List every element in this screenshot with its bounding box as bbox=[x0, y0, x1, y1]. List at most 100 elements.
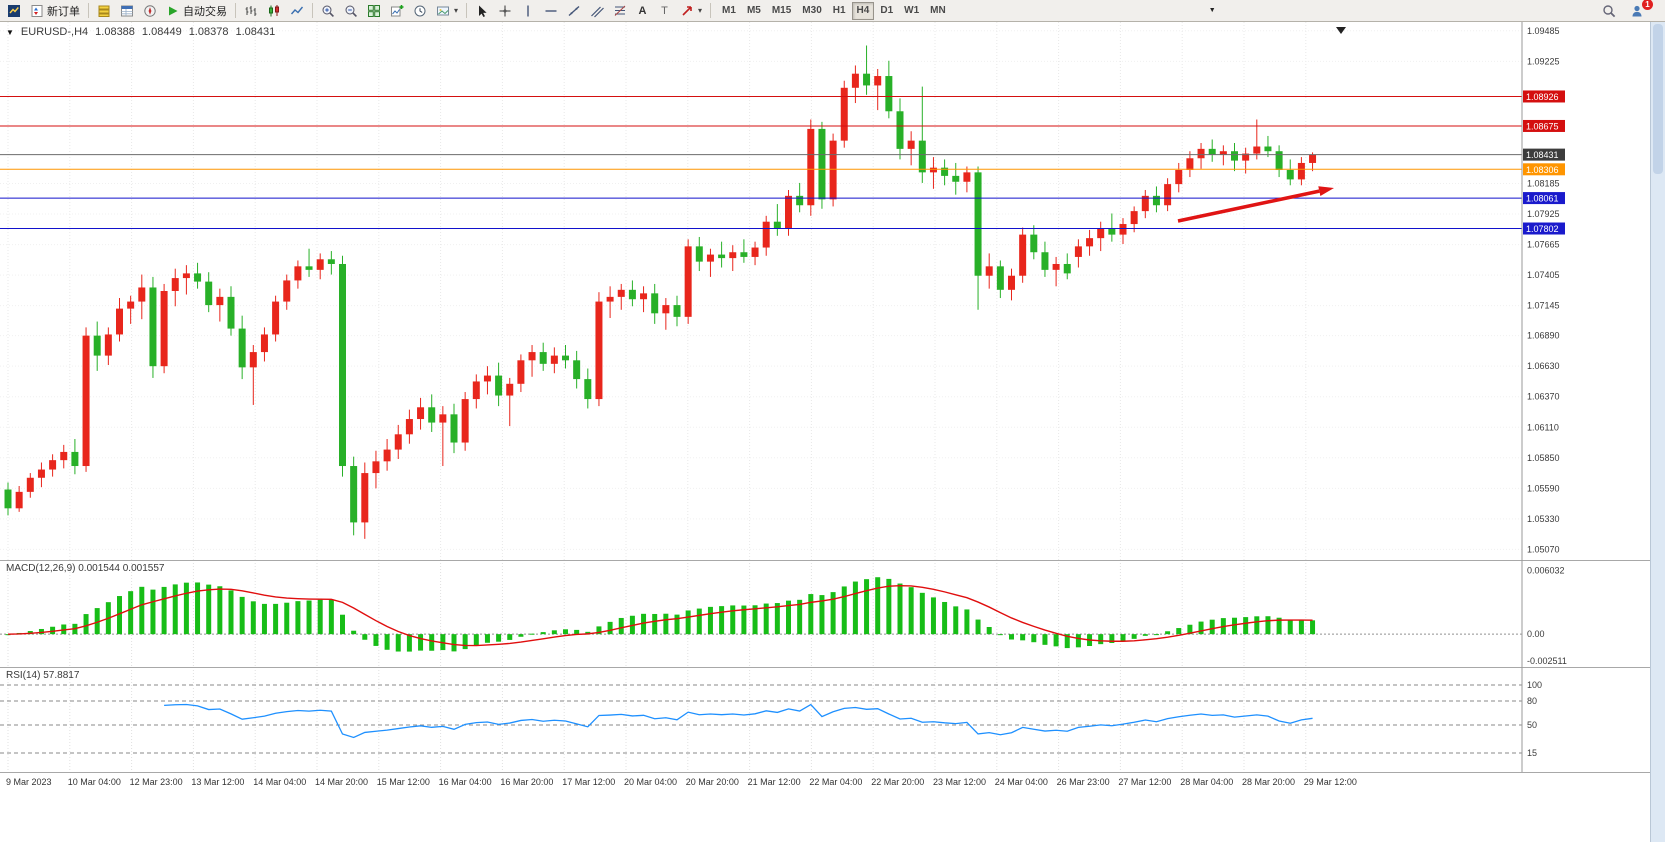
horizontal-line-tool-button[interactable] bbox=[540, 1, 562, 20]
macd-histogram-bar bbox=[1187, 624, 1193, 635]
search-button[interactable] bbox=[1598, 1, 1620, 20]
chart-shift-marker-icon[interactable] bbox=[1336, 27, 1346, 34]
timeframe-button-d1[interactable]: D1 bbox=[875, 2, 898, 20]
vertical-line-tool-button[interactable] bbox=[517, 1, 539, 20]
candle-body bbox=[595, 301, 603, 400]
candle-body bbox=[929, 167, 937, 173]
rsi-panel[interactable]: 100 80 50 15 bbox=[0, 667, 1650, 772]
candlestick bbox=[918, 86, 926, 183]
fibonacci-tool-button[interactable] bbox=[609, 1, 631, 20]
candle-body bbox=[818, 128, 826, 200]
timeframe-button-h1[interactable]: H1 bbox=[828, 2, 851, 20]
macd-panel[interactable]: 0.006032 0.00 -0.002511 bbox=[0, 560, 1650, 667]
candle-body bbox=[550, 355, 558, 364]
timeframe-button-m15[interactable]: M15 bbox=[767, 2, 796, 20]
trendline-tool-button[interactable] bbox=[563, 1, 585, 20]
candle-body bbox=[461, 399, 469, 443]
candlestick bbox=[82, 327, 90, 472]
timeframe-button-m30[interactable]: M30 bbox=[797, 2, 826, 20]
candlestick bbox=[60, 444, 68, 469]
macd-histogram-bar bbox=[652, 613, 658, 635]
candle-body bbox=[829, 140, 837, 200]
candlestick bbox=[1019, 227, 1027, 283]
arrows-tool-button[interactable]: ▾ bbox=[676, 1, 706, 20]
candle-body bbox=[171, 278, 179, 291]
trend-arrow-head[interactable] bbox=[1318, 186, 1334, 196]
candlestick bbox=[651, 283, 659, 324]
zoom-out-button[interactable] bbox=[340, 1, 362, 20]
time-axis[interactable]: 9 Mar 2023 10 Mar 04:00 12 Mar 23:00 13 Mar… bbox=[0, 772, 1650, 794]
candlestick bbox=[160, 283, 168, 374]
time-axis-label: 14 Mar 04:00 bbox=[253, 777, 307, 787]
macd-histogram-bar bbox=[596, 626, 602, 635]
candlestick bbox=[662, 298, 670, 330]
market-watch-button[interactable] bbox=[116, 1, 138, 20]
candlestick bbox=[974, 166, 982, 310]
candle-body bbox=[93, 335, 101, 356]
trend-arrow[interactable] bbox=[1177, 189, 1320, 223]
timeframe-button-m1[interactable]: M1 bbox=[717, 2, 741, 20]
candle-body bbox=[751, 247, 759, 257]
macd-histogram-bar bbox=[1265, 616, 1271, 635]
candle-body bbox=[127, 301, 135, 309]
period-clock-button[interactable] bbox=[409, 1, 431, 20]
candlestick bbox=[383, 439, 391, 471]
candlestick bbox=[93, 321, 101, 371]
candlestick bbox=[372, 450, 380, 489]
charts-stack-button[interactable] bbox=[93, 1, 115, 20]
timeframe-button-w1[interactable]: W1 bbox=[899, 2, 924, 20]
account-button[interactable]: 1 bbox=[1626, 0, 1653, 20]
candle-body bbox=[194, 273, 202, 282]
macd-histogram-bar bbox=[663, 613, 669, 635]
line-chart-mode-button[interactable] bbox=[286, 1, 308, 20]
label-tool-button[interactable]: T bbox=[654, 1, 675, 20]
new-chart-button[interactable] bbox=[386, 1, 408, 20]
macd-histogram-bar bbox=[618, 617, 624, 635]
new-order-button[interactable]: 新订单 bbox=[26, 1, 84, 20]
toolbar-overflow-caret[interactable]: ▼ bbox=[1202, 1, 1223, 20]
chartshot-button[interactable]: ▾ bbox=[432, 1, 462, 20]
macd-histogram-bar bbox=[384, 634, 390, 650]
candlestick-icon bbox=[269, 4, 279, 16]
charts-stack-icon bbox=[98, 5, 110, 17]
price-tag-label: 1.08431 bbox=[1526, 150, 1559, 160]
macd-histogram-bar bbox=[284, 602, 290, 635]
auto-trading-button[interactable]: 自动交易 bbox=[162, 1, 231, 20]
candlestick bbox=[483, 366, 491, 395]
candlestick bbox=[628, 280, 636, 307]
scrollbar-thumb[interactable] bbox=[1653, 24, 1663, 174]
navigator-button[interactable] bbox=[139, 1, 161, 20]
macd-histogram-bar bbox=[864, 579, 870, 635]
candlestick bbox=[539, 342, 547, 371]
price-chart[interactable]: 1.09485 1.09225 1.08185 1.07925 1.07665 1.074… bbox=[0, 22, 1650, 560]
macd-histogram-bar bbox=[5, 634, 11, 636]
new-order-label: 新订单 bbox=[47, 5, 80, 18]
text-tool-button[interactable]: A bbox=[632, 1, 653, 20]
candle-body bbox=[483, 375, 491, 382]
macd-histogram-bar bbox=[908, 587, 914, 635]
cursor-tool-button[interactable] bbox=[471, 1, 493, 20]
timeframe-button-mn[interactable]: MN bbox=[925, 2, 951, 20]
channel-tool-button[interactable] bbox=[586, 1, 608, 20]
candle-body bbox=[26, 477, 34, 492]
macd-histogram-bar bbox=[1232, 617, 1237, 635]
crosshair-tool-button[interactable] bbox=[494, 1, 516, 20]
vertical-scrollbar[interactable] bbox=[1650, 22, 1665, 842]
candlestick-mode-button[interactable] bbox=[263, 1, 285, 20]
symbol-menu-caret-icon[interactable]: ▼ bbox=[6, 27, 14, 37]
candlestick bbox=[929, 157, 937, 189]
macd-histogram-bar bbox=[206, 584, 212, 635]
bar-chart-mode-button[interactable] bbox=[240, 1, 262, 20]
zoom-in-button[interactable] bbox=[317, 1, 339, 20]
time-axis-label: 13 Mar 12:00 bbox=[191, 777, 245, 787]
candle-body bbox=[1052, 263, 1060, 270]
candlestick bbox=[740, 239, 748, 263]
timeframe-button-h4[interactable]: H4 bbox=[851, 1, 875, 20]
macd-histogram-bar bbox=[139, 586, 145, 635]
macd-histogram-bar bbox=[351, 630, 357, 635]
macd-histogram-bar bbox=[696, 608, 702, 635]
tile-windows-button[interactable] bbox=[363, 1, 385, 20]
macd-histogram-bar bbox=[808, 594, 814, 635]
timeframe-button-m5[interactable]: M5 bbox=[742, 2, 766, 20]
macd-histogram-bar bbox=[964, 609, 970, 635]
